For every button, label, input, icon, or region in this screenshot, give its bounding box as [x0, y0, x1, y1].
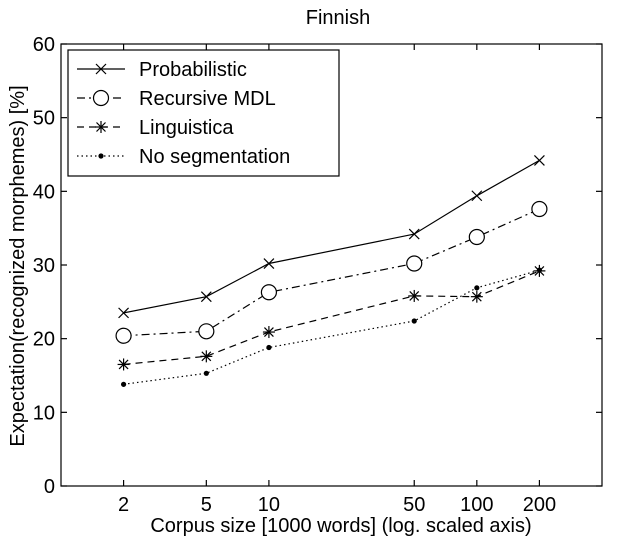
y-axis-label: Expectation(recognized morphemes) [%]	[7, 85, 29, 446]
y-tick-label: 40	[33, 181, 55, 203]
data-point	[115, 327, 132, 344]
data-point	[200, 350, 213, 363]
legend-label: No segmentation	[139, 146, 290, 168]
legend-label: Probabilistic	[139, 59, 247, 81]
data-point	[470, 290, 483, 303]
x-tick-label: 5	[201, 494, 212, 516]
data-point	[203, 370, 209, 376]
legend-marker	[95, 121, 107, 133]
data-point	[471, 190, 483, 202]
x-tick-label: 200	[523, 494, 556, 516]
legend-box	[67, 49, 340, 177]
data-point	[263, 258, 275, 269]
legend-marker	[95, 63, 107, 75]
y-tick-label: 0	[44, 476, 55, 498]
data-point	[406, 255, 423, 272]
y-tick-label: 10	[33, 402, 55, 424]
legend-label: Linguistica	[139, 117, 234, 139]
data-point	[411, 318, 417, 324]
legend-marker	[92, 89, 110, 107]
legend: Probabilistic Recursive MDL Linguistica No …	[67, 49, 340, 177]
x-tick-label: 50	[403, 494, 425, 516]
y-tick-label: 20	[33, 329, 55, 351]
series-line-probabilistic	[123, 159, 540, 314]
data-point	[468, 228, 485, 246]
data-point	[260, 284, 278, 301]
series-line-linguistica	[123, 270, 540, 365]
data-point	[120, 381, 127, 387]
y-tick-label: 60	[33, 34, 55, 56]
x-tick-label: 10	[258, 494, 280, 516]
chart-title: Finnish	[306, 7, 370, 29]
data-point	[408, 289, 421, 302]
data-point	[262, 326, 275, 339]
data-point	[117, 358, 130, 371]
legend-marker	[98, 153, 104, 159]
x-tick-label: 100	[460, 494, 493, 516]
data-point	[531, 200, 548, 218]
series-layer	[115, 154, 548, 387]
data-point	[266, 344, 272, 351]
axis-ticks: 0 10 20 30 40 50 60 2 5 10 50 100 200	[33, 34, 602, 516]
data-point	[533, 154, 545, 166]
y-tick-label: 50	[33, 108, 55, 130]
x-axis-label: Corpus size [1000 words] (log. scaled ax…	[150, 515, 531, 537]
data-point	[198, 323, 215, 340]
data-point	[408, 228, 420, 240]
y-tick-label: 30	[33, 255, 55, 277]
data-point	[200, 291, 212, 303]
series-line-recursive-mdl	[123, 208, 540, 337]
legend-label: Recursive MDL	[139, 88, 276, 110]
data-point	[474, 285, 480, 291]
x-tick-label: 2	[118, 494, 129, 516]
data-point	[536, 267, 543, 273]
data-point	[118, 307, 130, 319]
